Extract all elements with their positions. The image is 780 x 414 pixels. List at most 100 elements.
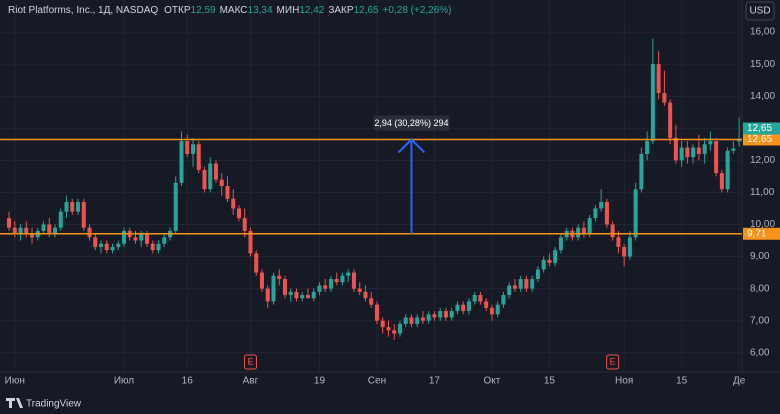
candle-body — [472, 295, 477, 302]
y-tick-label: 9,00 — [750, 251, 770, 262]
ohlc-label: МАКС — [220, 5, 248, 16]
candle-body — [369, 298, 374, 305]
candle-body — [581, 227, 586, 235]
candle-body — [466, 301, 471, 312]
candle-body — [75, 202, 81, 212]
candle-body — [415, 317, 420, 324]
x-tick-label: Ноя — [615, 376, 633, 387]
candle-body — [104, 243, 109, 251]
candle-body — [685, 147, 690, 158]
candle-body — [668, 102, 673, 138]
candle-body — [627, 237, 632, 257]
candle-body — [461, 304, 466, 312]
candle-body — [173, 182, 178, 231]
candle-body — [397, 323, 402, 334]
y-tick-label: 16,00 — [750, 27, 775, 38]
candle-body — [363, 291, 368, 299]
candle-body — [576, 227, 581, 238]
x-tick-label: 15 — [676, 376, 688, 387]
candle-body — [93, 237, 98, 247]
candle-body — [225, 186, 230, 199]
candle-body — [300, 295, 305, 299]
candle-body — [420, 317, 425, 321]
candle-body — [70, 202, 75, 212]
candle-body — [323, 285, 328, 289]
candle-body — [196, 144, 201, 170]
candle-body — [12, 227, 17, 235]
y-tick-label: 14,00 — [750, 91, 775, 102]
x-tick-label: 15 — [544, 376, 556, 387]
candle-body — [737, 139, 742, 142]
candle-body — [334, 279, 339, 283]
ohlc-label: ЗАКР — [328, 5, 354, 16]
last-price-tag — [743, 122, 780, 135]
candle-body — [248, 230, 253, 254]
candle-body — [328, 279, 333, 289]
candle-body — [392, 330, 397, 334]
candle-body — [489, 307, 494, 315]
candle-body — [518, 279, 523, 289]
candle-body — [351, 272, 356, 289]
y-tick-label: 12,00 — [750, 155, 775, 166]
candle-body — [185, 141, 190, 154]
candle-body — [449, 311, 454, 318]
x-tick-label: Сен — [368, 376, 386, 387]
candle-body — [455, 304, 460, 312]
candle-body — [179, 141, 184, 183]
candle-body — [512, 285, 517, 289]
overlay: 12,65 9,71 12,65 2,94 (30,28%) 294 E E — [0, 115, 780, 370]
x-tick-label: 17 — [429, 376, 441, 387]
y-tick-label: 6,00 — [750, 347, 770, 358]
candle-body — [386, 327, 391, 331]
candle-body — [432, 314, 437, 318]
candle-body — [190, 144, 195, 154]
ohlc-value: 12,65 — [354, 5, 379, 16]
currency-label[interactable]: USD — [749, 6, 770, 17]
candle-body — [650, 64, 655, 142]
price-tag-label: 12,65 — [747, 134, 772, 145]
event-label: E — [247, 356, 253, 366]
candle-body — [622, 246, 627, 257]
event-marker — [243, 354, 257, 370]
candle-body — [121, 230, 127, 244]
x-tick-label: Окт — [483, 376, 500, 387]
candle-body — [403, 317, 408, 324]
x-tick-label: Де — [733, 376, 746, 387]
event-marker — [606, 354, 620, 370]
candle-body — [357, 288, 362, 292]
candle-body — [719, 173, 724, 190]
y-tick-label: 11,00 — [750, 187, 775, 198]
candle-body — [639, 153, 644, 190]
candle-body — [98, 243, 104, 247]
ohlc-value: 12,59 — [191, 5, 216, 16]
y-tick-label: 7,00 — [750, 315, 770, 326]
candle-body — [311, 291, 316, 299]
candle-body — [202, 169, 207, 190]
price-tag — [743, 133, 780, 146]
candle-body — [87, 227, 92, 238]
candle-body — [110, 246, 115, 251]
candle-body — [81, 202, 86, 228]
candle-body — [208, 163, 213, 190]
candle-body — [265, 288, 270, 302]
candle-body — [599, 202, 604, 209]
y-tick-label: 15,00 — [750, 59, 775, 70]
x-tick-label: 16 — [182, 376, 194, 387]
x-tick-label: Авг — [243, 376, 259, 387]
event-label: E — [610, 356, 616, 366]
candle-body — [7, 218, 12, 228]
candle-body — [41, 224, 46, 231]
candle-body — [259, 272, 264, 289]
candle-body — [633, 189, 638, 238]
x-tick-label: 19 — [314, 376, 326, 387]
ohlc-value: 13,34 — [248, 5, 273, 16]
currency-button[interactable] — [745, 1, 775, 21]
candle-body — [587, 218, 592, 235]
candle-body — [438, 311, 443, 318]
candle-body — [673, 137, 678, 161]
candle-body — [691, 147, 696, 158]
candle-body — [478, 295, 483, 302]
candle-body — [231, 198, 236, 209]
ohlc-label: МИН — [277, 5, 300, 16]
x-tick-label: Июл — [114, 376, 134, 387]
